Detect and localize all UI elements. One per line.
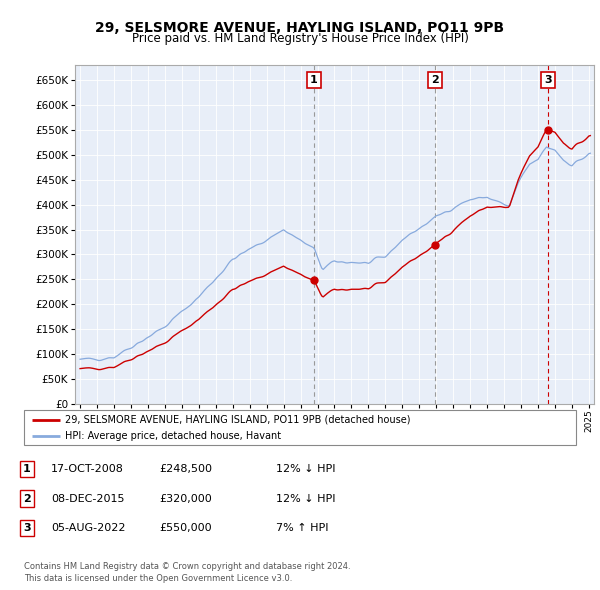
Text: 17-OCT-2008: 17-OCT-2008 — [51, 464, 124, 474]
Text: 29, SELSMORE AVENUE, HAYLING ISLAND, PO11 9PB (detached house): 29, SELSMORE AVENUE, HAYLING ISLAND, PO1… — [65, 415, 411, 425]
Text: 2: 2 — [431, 75, 439, 85]
Text: £320,000: £320,000 — [159, 494, 212, 503]
Text: 12% ↓ HPI: 12% ↓ HPI — [276, 494, 335, 503]
Text: 1: 1 — [310, 75, 318, 85]
Text: £248,500: £248,500 — [159, 464, 212, 474]
Text: 08-DEC-2015: 08-DEC-2015 — [51, 494, 125, 503]
Text: 05-AUG-2022: 05-AUG-2022 — [51, 523, 125, 533]
Text: HPI: Average price, detached house, Havant: HPI: Average price, detached house, Hava… — [65, 431, 281, 441]
Text: Price paid vs. HM Land Registry's House Price Index (HPI): Price paid vs. HM Land Registry's House … — [131, 32, 469, 45]
Text: 3: 3 — [544, 75, 552, 85]
Text: Contains HM Land Registry data © Crown copyright and database right 2024.
This d: Contains HM Land Registry data © Crown c… — [24, 562, 350, 583]
Text: 7% ↑ HPI: 7% ↑ HPI — [276, 523, 329, 533]
Text: £550,000: £550,000 — [159, 523, 212, 533]
Text: 12% ↓ HPI: 12% ↓ HPI — [276, 464, 335, 474]
Text: 3: 3 — [23, 523, 31, 533]
Text: 2: 2 — [23, 494, 31, 503]
Text: 1: 1 — [23, 464, 31, 474]
FancyBboxPatch shape — [24, 410, 576, 445]
Text: 29, SELSMORE AVENUE, HAYLING ISLAND, PO11 9PB: 29, SELSMORE AVENUE, HAYLING ISLAND, PO1… — [95, 21, 505, 35]
